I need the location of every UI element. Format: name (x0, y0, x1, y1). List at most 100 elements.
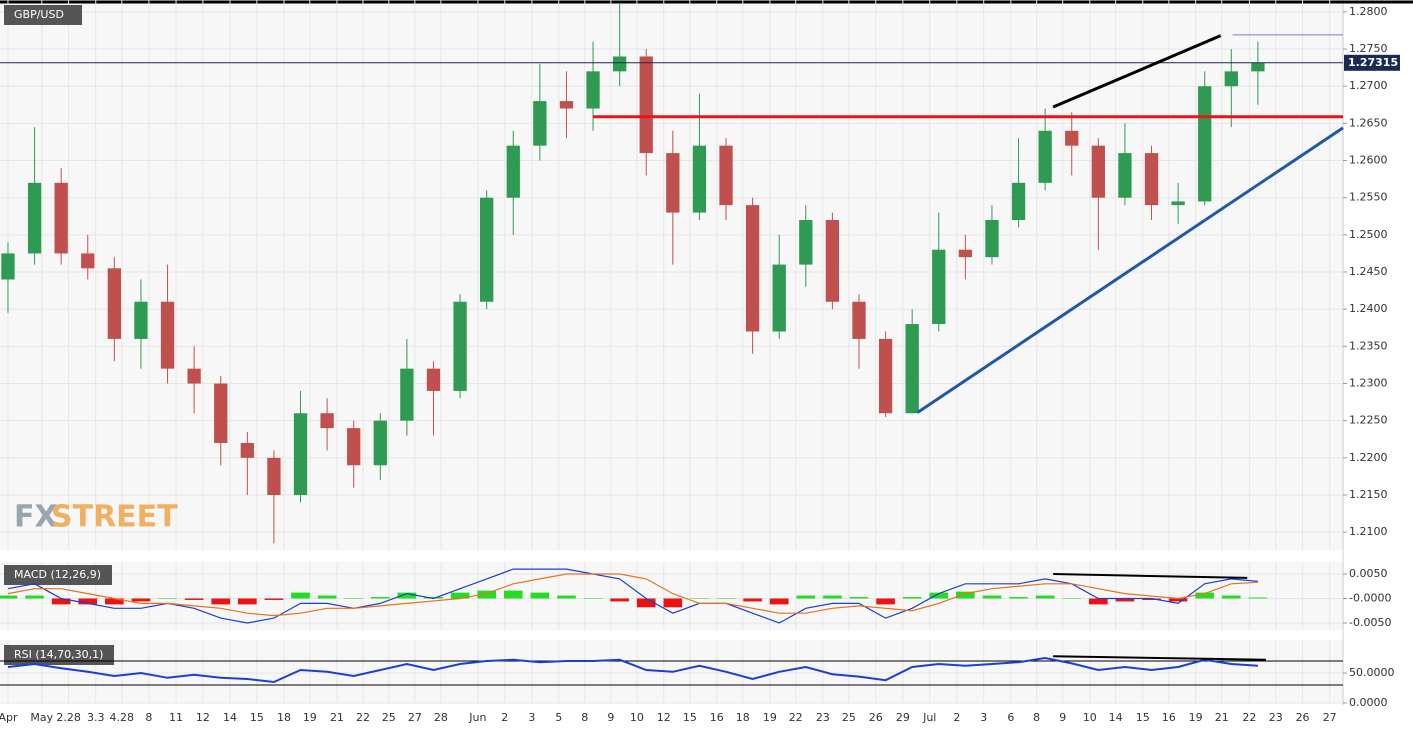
x-tick-label: 5 (555, 711, 562, 724)
last-price-box (1344, 54, 1400, 71)
x-tick-label: 21 (1215, 711, 1229, 724)
candle-body (1224, 71, 1238, 87)
candle-body (985, 220, 999, 258)
y-tick-label: 1.2600 (1349, 154, 1388, 167)
histogram-bar (317, 595, 337, 599)
candle-body (1171, 201, 1185, 206)
y-tick-label: 1.2550 (1349, 191, 1388, 204)
x-tick-label: 2 (501, 711, 508, 724)
candle-body (878, 338, 893, 414)
y-tick-label: 1.2150 (1349, 488, 1388, 501)
y-tick-label: 0.0050 (1349, 567, 1388, 580)
watermark: STREET (51, 500, 178, 535)
chart-title: GBP/USD (14, 8, 64, 21)
y-tick-label: 1.2200 (1349, 451, 1388, 464)
histogram-bar (1248, 597, 1268, 599)
y-tick-label: -0.0000 (1349, 591, 1391, 604)
candle-body (825, 220, 840, 302)
x-tick-label: 16 (710, 711, 724, 724)
candle-body (187, 368, 201, 384)
candle-body (453, 301, 467, 391)
candle-body (745, 205, 760, 332)
trend-line (1053, 655, 1266, 661)
x-tick-label: 10 (1083, 711, 1097, 724)
histogram-bar (264, 598, 284, 600)
histogram-bar (131, 598, 151, 602)
candle-body (480, 197, 494, 302)
trend-line (1053, 573, 1248, 579)
candle-body (160, 301, 175, 369)
candle-body (932, 249, 946, 325)
histogram-bar (105, 598, 124, 605)
x-tick-label: 8 (1033, 711, 1040, 724)
candle-body (852, 301, 866, 339)
candle-body (373, 420, 387, 466)
x-tick-label: 28 (434, 711, 448, 724)
histogram-bar (769, 598, 789, 605)
series-line (7, 573, 1258, 617)
trend-line (1052, 34, 1222, 109)
candle-body (267, 457, 281, 495)
candle-body (347, 428, 361, 466)
x-tick-label: 15 (683, 711, 697, 724)
candle-body (586, 71, 600, 109)
histogram-bar (503, 590, 523, 599)
histogram-bar (796, 595, 816, 599)
x-tick-label: Jul (922, 711, 936, 724)
candle-body (639, 56, 653, 154)
grids (0, 0, 1343, 704)
title-box (4, 565, 112, 585)
x-tick-label: 27 (408, 711, 422, 724)
x-tick-label: 10 (630, 711, 644, 724)
histogram-bar (636, 598, 656, 608)
histogram-bar (450, 592, 470, 599)
candle-body (54, 182, 68, 254)
y-tick-label: 1.2750 (1349, 42, 1388, 55)
y-tick-label: 1.2450 (1349, 265, 1388, 278)
x-tick-label: 3 (980, 711, 987, 724)
y-tick-label: 1.2350 (1349, 339, 1388, 352)
x-tick-label: 26 (1296, 711, 1310, 724)
histogram-bar (982, 595, 1002, 599)
x-tick-label: 22 (789, 711, 803, 724)
x-tick-label: 2 (953, 711, 960, 724)
x-tick-label: 29 (896, 711, 910, 724)
candle-body (320, 413, 334, 429)
x-tick-label: 22 (1242, 711, 1256, 724)
histogram-bar (849, 597, 869, 599)
histogram-bar (929, 592, 949, 599)
candle-body (1251, 62, 1265, 72)
candle-body (400, 368, 414, 421)
histogram-bar (663, 598, 683, 608)
candle-body (134, 301, 148, 339)
histogram-bar (743, 598, 762, 602)
histogram-bar (610, 598, 629, 602)
x-tick-label: 9 (1059, 711, 1066, 724)
series-line (7, 656, 1258, 684)
x-tick-label: 8 (145, 711, 152, 724)
candle-body (293, 413, 308, 495)
candle-body (240, 442, 254, 458)
candle-body (81, 253, 95, 269)
y-tick-label: 50.0000 (1349, 666, 1395, 679)
candle-body (692, 145, 707, 213)
candle-body (1011, 182, 1026, 220)
candle-body (1065, 130, 1079, 146)
y-tick-label: 0.0000 (1349, 696, 1388, 709)
histogram-bar (1009, 597, 1028, 599)
x-tick-label: 22 (356, 711, 370, 724)
x-tick-label: 2.28 (56, 711, 81, 724)
histogram-bar (291, 592, 310, 599)
candle-body (426, 368, 441, 391)
x-tick-label: 19 (763, 711, 777, 724)
y-tick-label: -0.0050 (1349, 616, 1391, 629)
histogram-bar (0, 595, 18, 599)
x-tick-label: 23 (816, 711, 830, 724)
x-tick-label: 19 (1189, 711, 1203, 724)
rsi-title: RSI (14,70,30,1) (14, 648, 103, 661)
candle-body (1198, 86, 1212, 202)
histogram-bar (1035, 595, 1055, 599)
x-tick-label: 11 (169, 711, 183, 724)
